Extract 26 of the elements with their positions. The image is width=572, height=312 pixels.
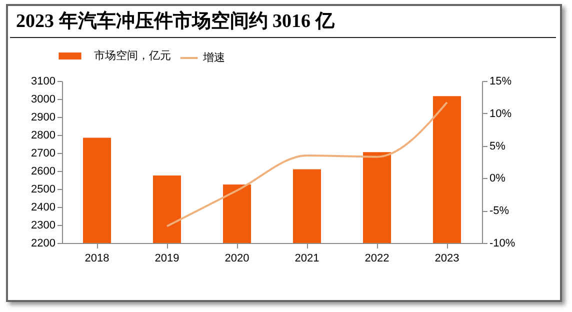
- x-tick-label: 2022: [364, 252, 390, 264]
- x-tick-label: 2023: [434, 252, 460, 264]
- y-tick-label: 2700: [31, 148, 56, 160]
- line-series: [166, 101, 448, 228]
- y-tick-label: 2200: [31, 238, 56, 250]
- y-tick-label: 2900: [31, 112, 56, 124]
- y-tick-label: 2500: [31, 184, 56, 196]
- y-tick-label: 2600: [31, 166, 56, 178]
- y2-tick-label: 10%: [490, 108, 512, 120]
- x-tick-label: 2019: [154, 252, 180, 264]
- y-tick-label: 2800: [31, 130, 56, 142]
- y-tick-label: 3000: [31, 94, 56, 106]
- y2-tick-label: -5%: [490, 205, 510, 218]
- legend-label: 市场空间，亿元: [94, 49, 171, 62]
- chart-title: 2023 年汽车冲压件市场空间约 3016 亿: [10, 8, 556, 38]
- y2-tick-label: -10%: [490, 238, 516, 250]
- x-tick-label: 2021: [294, 252, 320, 264]
- x-tick-label: 2020: [224, 252, 250, 264]
- legend-label: 增速: [202, 51, 225, 64]
- y-tick-label: 3100: [31, 76, 56, 88]
- x-tick-label: 2018: [84, 252, 110, 264]
- y2-tick-label: 15%: [490, 76, 512, 88]
- y-tick-label: 2400: [31, 202, 56, 214]
- y-tick-label: 2300: [31, 220, 56, 232]
- y2-tick-label: 5%: [490, 140, 506, 152]
- y2-tick-label: 0%: [490, 172, 506, 185]
